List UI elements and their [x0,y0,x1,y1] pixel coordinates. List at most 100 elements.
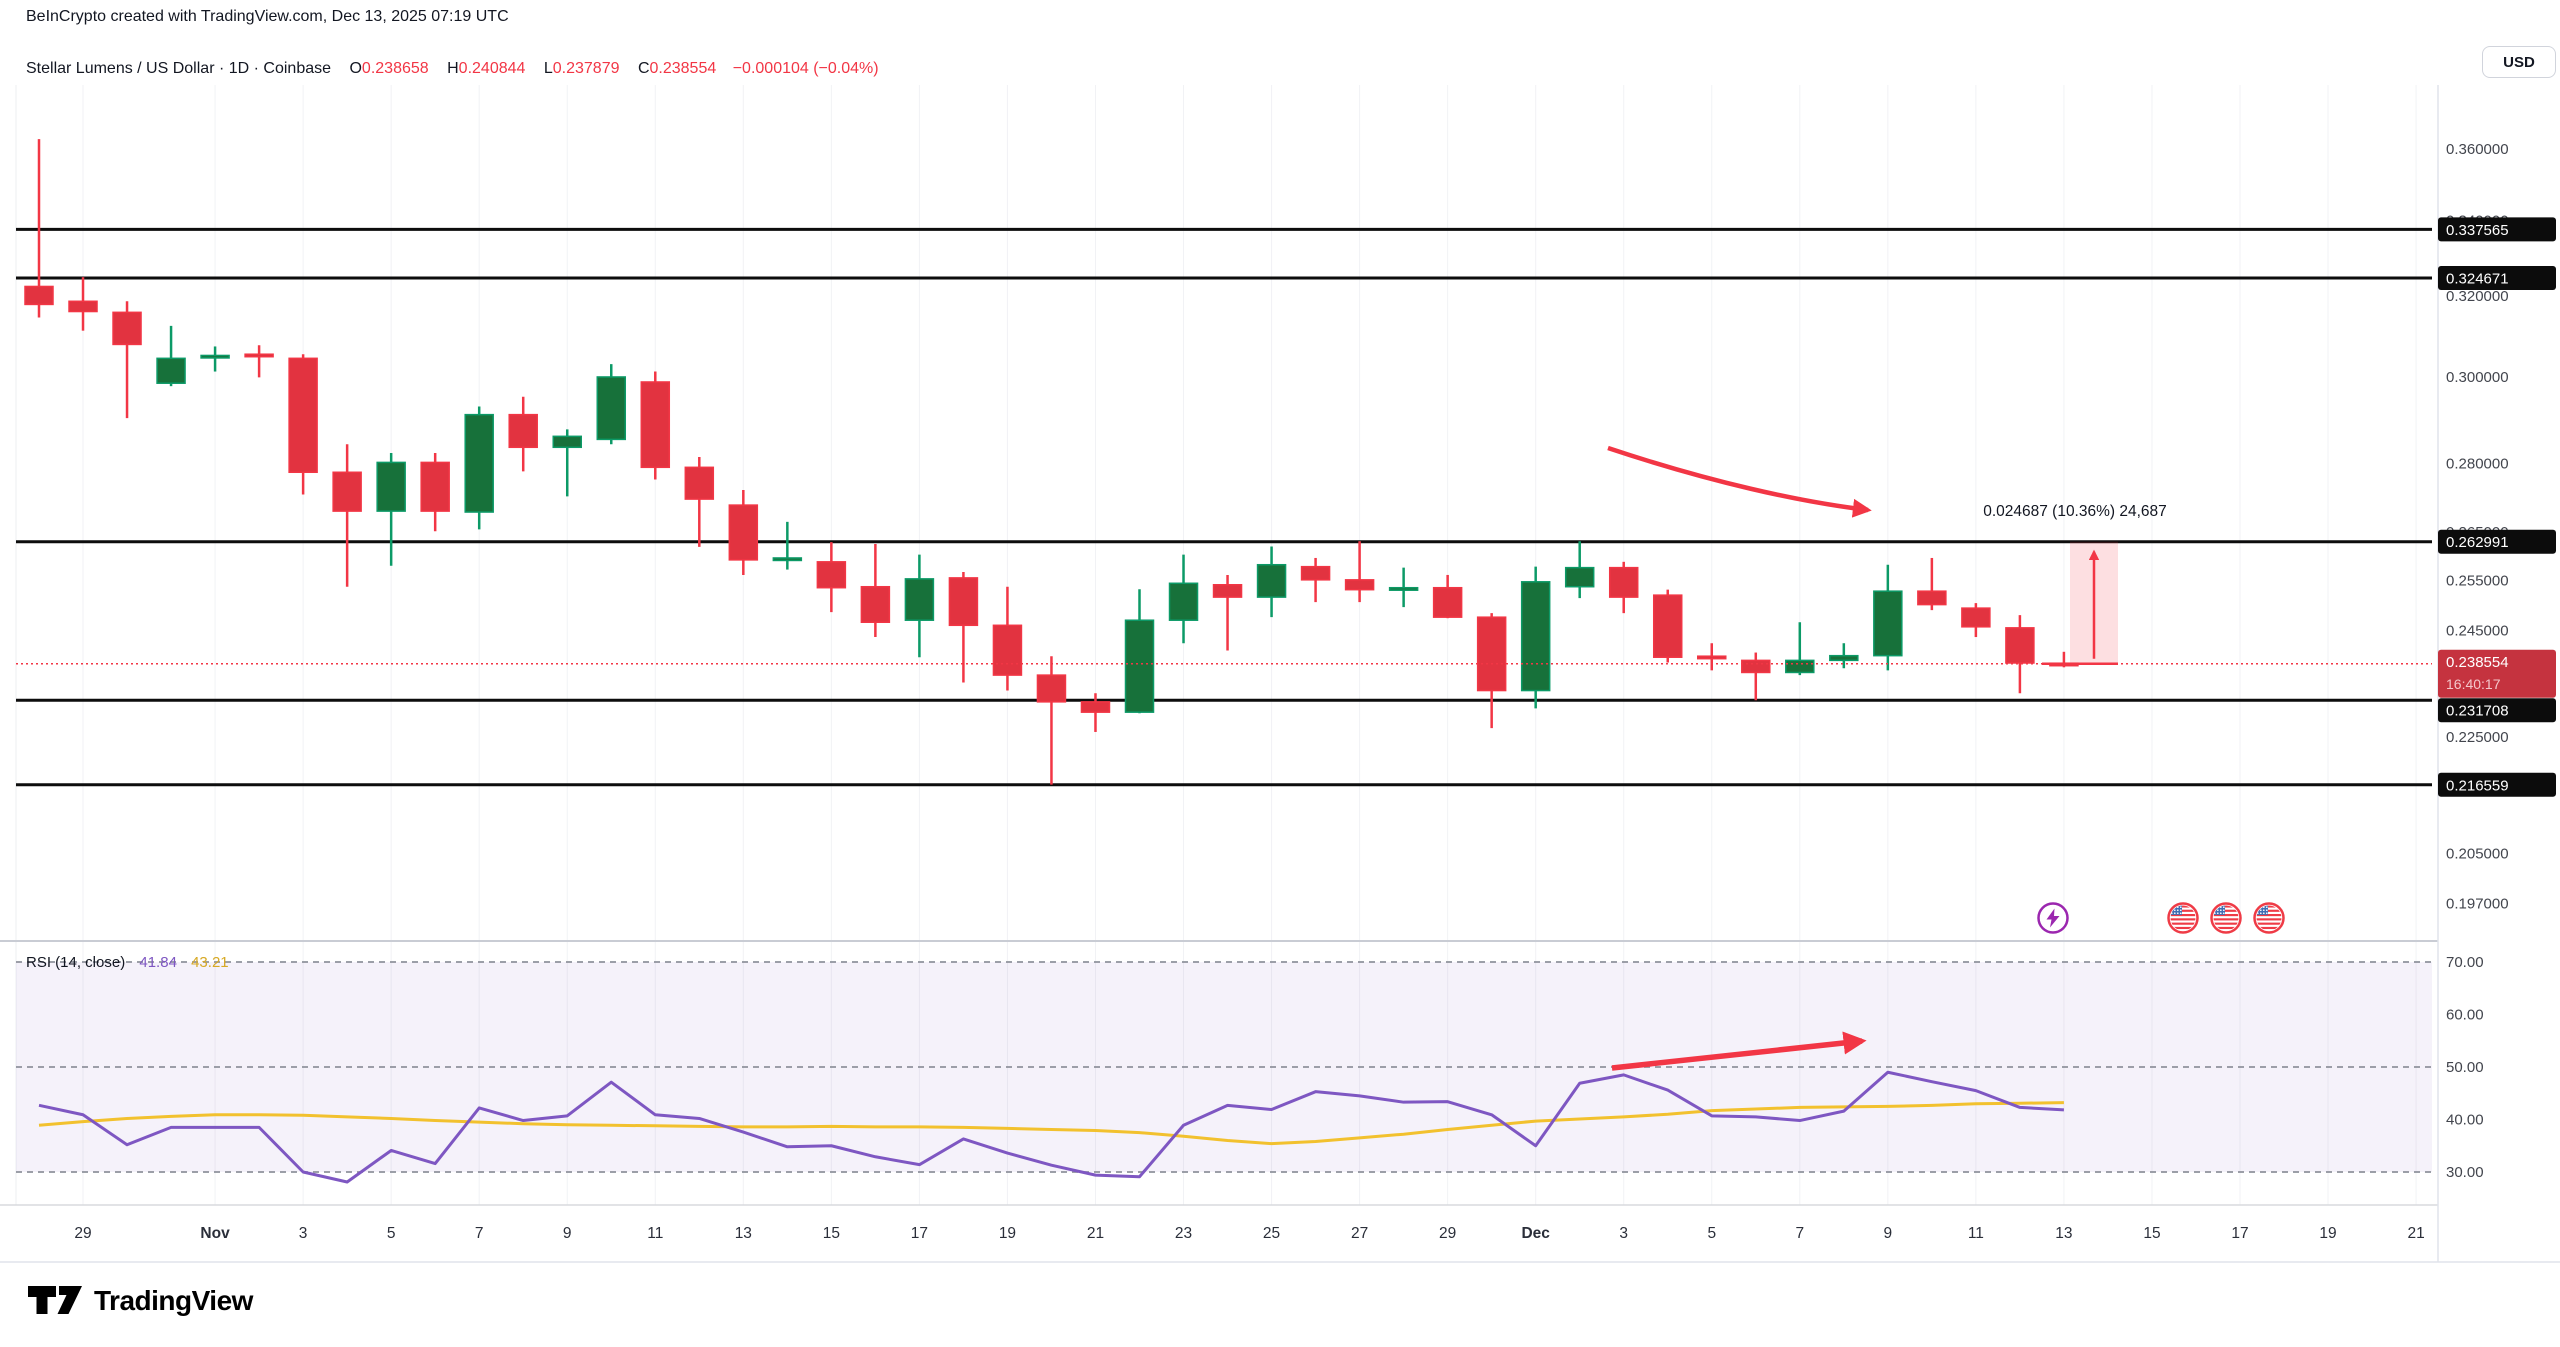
price-axis[interactable]: 0.3600000.3400000.3200000.3000000.280000… [2438,141,2556,1181]
candle [1476,616,1507,692]
candle [1520,581,1551,692]
candle [1432,586,1463,618]
current-price-label [2438,649,2556,698]
level-price-label [2438,266,2556,291]
time-tick-label: 9 [1884,1225,1893,1242]
candle [904,578,935,621]
candle [1564,566,1595,588]
lightning-event-icon[interactable] [2037,902,2069,934]
level-price-label [2438,698,2556,723]
time-tick-label: 13 [735,1225,752,1242]
price-tick-label: 0.300000 [2446,369,2509,386]
rsi-tick-label: 70.00 [2446,954,2484,971]
time-axis[interactable]: 29 Nov 3 5 7 9 11 13 15 17 19 21 23 25 27 29 Dec 3 5 7 9 11 13… [74,1225,2424,1242]
currency-button[interactable]: USD [2482,46,2556,78]
price-tick-label: 0.320000 [2446,288,2509,305]
candle [420,461,450,512]
candle [1300,565,1331,581]
footer-brand[interactable]: TradingView [26,1278,253,1323]
price-tick-label: 0.205000 [2446,845,2509,862]
price-tick-label: 0.225000 [2446,729,2509,746]
candle [376,461,406,512]
rsi-band [16,961,2432,1173]
time-tick-label: 7 [1795,1225,1804,1242]
level-price-label-text: 0.231708 [2446,703,2509,720]
candle [24,285,54,306]
time-tick-label: 7 [475,1225,484,1242]
candle [1388,586,1419,591]
price-tick-label: 0.245000 [2446,622,2509,639]
candle [1212,584,1243,598]
time-tick-label: 21 [2407,1225,2424,1242]
time-tick-label: 27 [1351,1225,1368,1242]
time-tick-label: 3 [299,1225,308,1242]
time-tick-label: 13 [2055,1225,2072,1242]
time-tick-label: 11 [1968,1225,1984,1242]
candle [728,504,759,561]
candle [200,354,230,359]
tradingview-logo-icon [26,1278,84,1323]
time-tick-label: 15 [823,1225,840,1242]
candle [552,435,582,449]
time-tick-label: Dec [1521,1225,1550,1242]
candle [772,557,803,562]
price-tick-label: 0.280000 [2446,455,2509,472]
us-flag-event-icon[interactable] [2210,902,2242,934]
header-note: BeInCrypto created with TradingView.com,… [26,8,509,25]
time-tick-label: 29 [1439,1225,1456,1242]
level-price-label [2438,772,2556,797]
candle [1917,590,1947,606]
close-value: 0.238554 [649,60,717,77]
price-tick-label: 0.197000 [2446,895,2509,912]
candle [1652,594,1683,658]
us-flag-event-icon[interactable] [2167,902,2199,934]
level-price-label-text: 0.262991 [2446,534,2509,551]
candle [1829,654,1859,662]
candle [508,413,538,449]
downtrend-arrow [1607,445,1872,518]
candle [332,471,362,512]
candle [68,300,98,313]
candle [112,311,142,346]
candle [2005,627,2035,664]
time-tick-label: 17 [2231,1225,2248,1242]
candle [1344,579,1375,591]
candle [816,561,847,589]
time-tick-label: 19 [2319,1225,2336,1242]
low-label: L [543,60,553,77]
time-tick-label: 11 [647,1225,663,1242]
candle [1256,563,1287,598]
candle [1961,607,1991,628]
time-tick-label: 9 [563,1225,572,1242]
open-value: 0.238658 [361,60,429,77]
candle [464,413,494,513]
candle [684,466,715,500]
candle [1608,566,1639,598]
open-label: O [349,60,362,77]
level-price-label-text: 0.337565 [2446,222,2509,239]
brand-name: TradingView [94,1284,253,1316]
time-tick-label: 19 [999,1225,1016,1242]
rsi-tick-label: 30.00 [2446,1164,2484,1181]
candle [1697,655,1727,660]
us-flag-event-icon[interactable] [2253,902,2285,934]
event-markers[interactable] [2037,902,2285,934]
candle [1124,619,1155,713]
candle [1036,674,1067,703]
time-tick-label: 3 [1619,1225,1628,1242]
rsi-line [38,1070,2065,1184]
candle [1168,582,1199,621]
candle [244,353,274,358]
candle [596,376,627,441]
time-tick-label: 5 [1707,1225,1716,1242]
symbol-title[interactable]: Stellar Lumens / US Dollar · 1D · Coinba… [26,60,332,77]
candle [860,585,891,623]
projection-range-label: 0.024687 (10.36%) 24,687 [1983,503,2167,520]
price-projection[interactable]: 0.024687 (10.36%) 24,687 [1983,503,2167,666]
time-tick-label: 21 [1087,1225,1104,1242]
support-resistance-lines [16,227,2432,787]
change-value: −0.000104 (−0.04%) [732,60,879,77]
candle [992,624,1023,676]
low-value: 0.237879 [552,60,620,77]
